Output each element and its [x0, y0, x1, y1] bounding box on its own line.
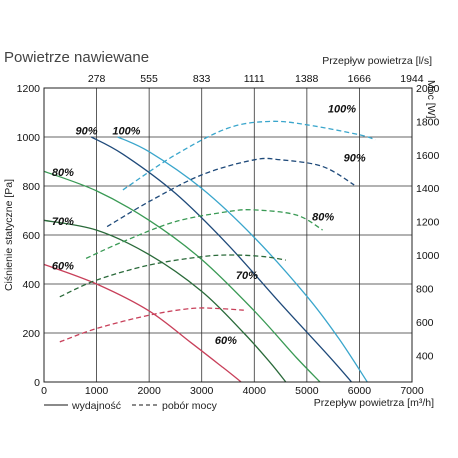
curve-label: 100%	[328, 104, 356, 116]
x-ticks: 0 1000 2000 3000 4000 5000 6000 7000	[41, 385, 424, 397]
pressure-curve-60	[43, 263, 242, 383]
y2-tick-label: 1200	[416, 217, 440, 229]
power-curves	[59, 120, 376, 343]
y2-tick-label: 400	[416, 350, 434, 362]
legend: wydajność pobór mocy	[44, 400, 218, 412]
curve-labels: 100% 90% 80% 70% 60% 100% 90% 80% 70% 60%	[52, 104, 366, 348]
y2-tick-label: 2000	[416, 83, 440, 95]
power-curve-70	[59, 254, 286, 298]
x-tick-label: 5000	[295, 385, 319, 397]
pressure-curve-70	[43, 219, 287, 383]
x2-tick-label: 1388	[295, 73, 319, 85]
y-tick-label: 1200	[17, 83, 41, 95]
x2-tick-label: 278	[88, 73, 106, 85]
curve-label: 60%	[52, 260, 74, 272]
curve-label: 90%	[344, 153, 366, 165]
y2-tick-label: 1800	[416, 116, 440, 128]
legend-dashed-label: pobór mocy	[162, 400, 218, 412]
x-tick-label: 3000	[190, 385, 214, 397]
y-axis-label: Ciśnienie statyczne [Pa]	[3, 179, 15, 291]
pressure-curve-100	[117, 136, 368, 383]
x-tick-label: 7000	[400, 385, 424, 397]
y-tick-label: 1000	[17, 132, 41, 144]
legend-solid-label: wydajność	[71, 400, 121, 412]
curve-label: 60%	[215, 335, 237, 347]
x-axis-label: Przepływ powietrza [m³/h]	[314, 397, 434, 409]
y2-tick-label: 800	[416, 283, 434, 295]
y-tick-label: 800	[22, 181, 40, 193]
x2-tick-label: 1666	[348, 73, 372, 85]
power-curve-90	[106, 157, 355, 228]
y-tick-label: 400	[22, 279, 40, 291]
y2-tick-label: 1000	[416, 250, 440, 262]
power-curve-60	[59, 307, 244, 343]
y2-tick-label: 600	[416, 317, 434, 329]
x2-tick-label: 1111	[244, 73, 265, 85]
x2-ticks: 278 555 833 1111 1388 1666 1944	[88, 73, 424, 85]
y2-axis-label: Moc [W]	[425, 80, 437, 119]
y2-tick-label: 1600	[416, 150, 440, 162]
y2-ticks: 400 600 800 1000 1200 1400 1600 1800 2000	[416, 83, 440, 362]
x-tick-label: 4000	[243, 385, 267, 397]
x-tick-label: 1000	[85, 385, 109, 397]
pressure-curves	[43, 136, 368, 383]
curve-label: 80%	[312, 211, 334, 223]
y2-tick-label: 1400	[416, 183, 440, 195]
y-tick-label: 600	[22, 230, 40, 242]
curve-label: 70%	[52, 216, 74, 228]
chart-title: Powietrze nawiewane	[4, 49, 149, 66]
curve-label: 70%	[236, 270, 258, 282]
curve-label: 90%	[76, 126, 98, 138]
power-curve-80	[85, 209, 323, 259]
power-curve-100	[122, 120, 376, 191]
x2-tick-label: 1944	[400, 73, 424, 85]
pressure-curve-80	[43, 170, 321, 383]
x-tick-label: 2000	[137, 385, 161, 397]
x2-tick-label: 833	[193, 73, 211, 85]
grid	[44, 88, 412, 382]
plot-frame	[43, 87, 413, 383]
y-ticks: 0 200 400 600 800 1000 1200	[17, 83, 41, 389]
x2-tick-label: 555	[140, 73, 158, 85]
curve-label: 100%	[112, 126, 140, 138]
y-tick-label: 200	[22, 328, 40, 340]
x-tick-label: 6000	[348, 385, 372, 397]
x2-axis-label: Przepływ powietrza [l/s]	[322, 55, 432, 67]
x-tick-label: 0	[41, 385, 47, 397]
curve-label: 80%	[52, 167, 74, 179]
y-tick-label: 0	[34, 377, 40, 389]
pressure-curve-90	[90, 136, 352, 383]
